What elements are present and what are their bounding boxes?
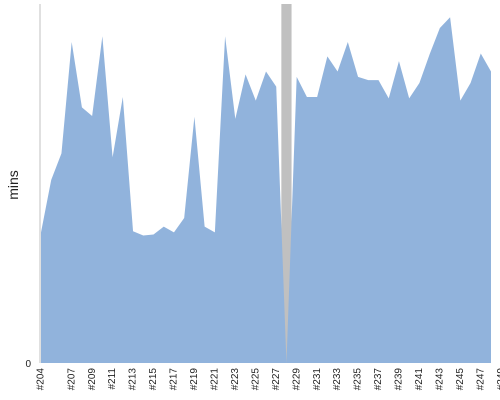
x-tick-label: #219 [189, 368, 200, 391]
x-tick-label: #207 [66, 368, 77, 391]
x-tick-label: #249 [496, 368, 500, 391]
x-tick-label: #235 [353, 368, 364, 391]
x-tick-label: #213 [128, 368, 139, 391]
x-tick-label: #233 [332, 368, 343, 391]
x-tick-label: #245 [455, 368, 466, 391]
x-tick-label: #204 [36, 368, 47, 391]
x-tick-label: #225 [250, 368, 261, 391]
x-tick-label: #247 [475, 368, 486, 391]
x-tick-label: #223 [230, 368, 241, 391]
y-axis-title: mins [5, 170, 21, 200]
x-tick-label: #229 [291, 368, 302, 391]
gap-band [281, 4, 292, 363]
x-tick-label: #239 [394, 368, 405, 391]
x-tick-label: #211 [107, 368, 118, 390]
x-tick-label: #221 [210, 368, 221, 391]
x-tick-label: #227 [271, 368, 282, 391]
plot-area [41, 4, 491, 364]
y-tick-label: 0 [25, 359, 31, 370]
x-tick-label: #217 [169, 368, 180, 391]
x-tick-label: #231 [312, 368, 323, 391]
x-tick-label: #209 [87, 368, 98, 391]
x-tick-label: #237 [373, 368, 384, 391]
x-tick-label: #243 [435, 368, 446, 391]
x-tick-labels: #204 #207 #209 #211 #213 #215 #217 #219 #221 #223… [36, 368, 500, 391]
series-area [41, 17, 491, 364]
x-tick-label: #215 [148, 368, 159, 391]
x-tick-label: #241 [414, 368, 425, 391]
